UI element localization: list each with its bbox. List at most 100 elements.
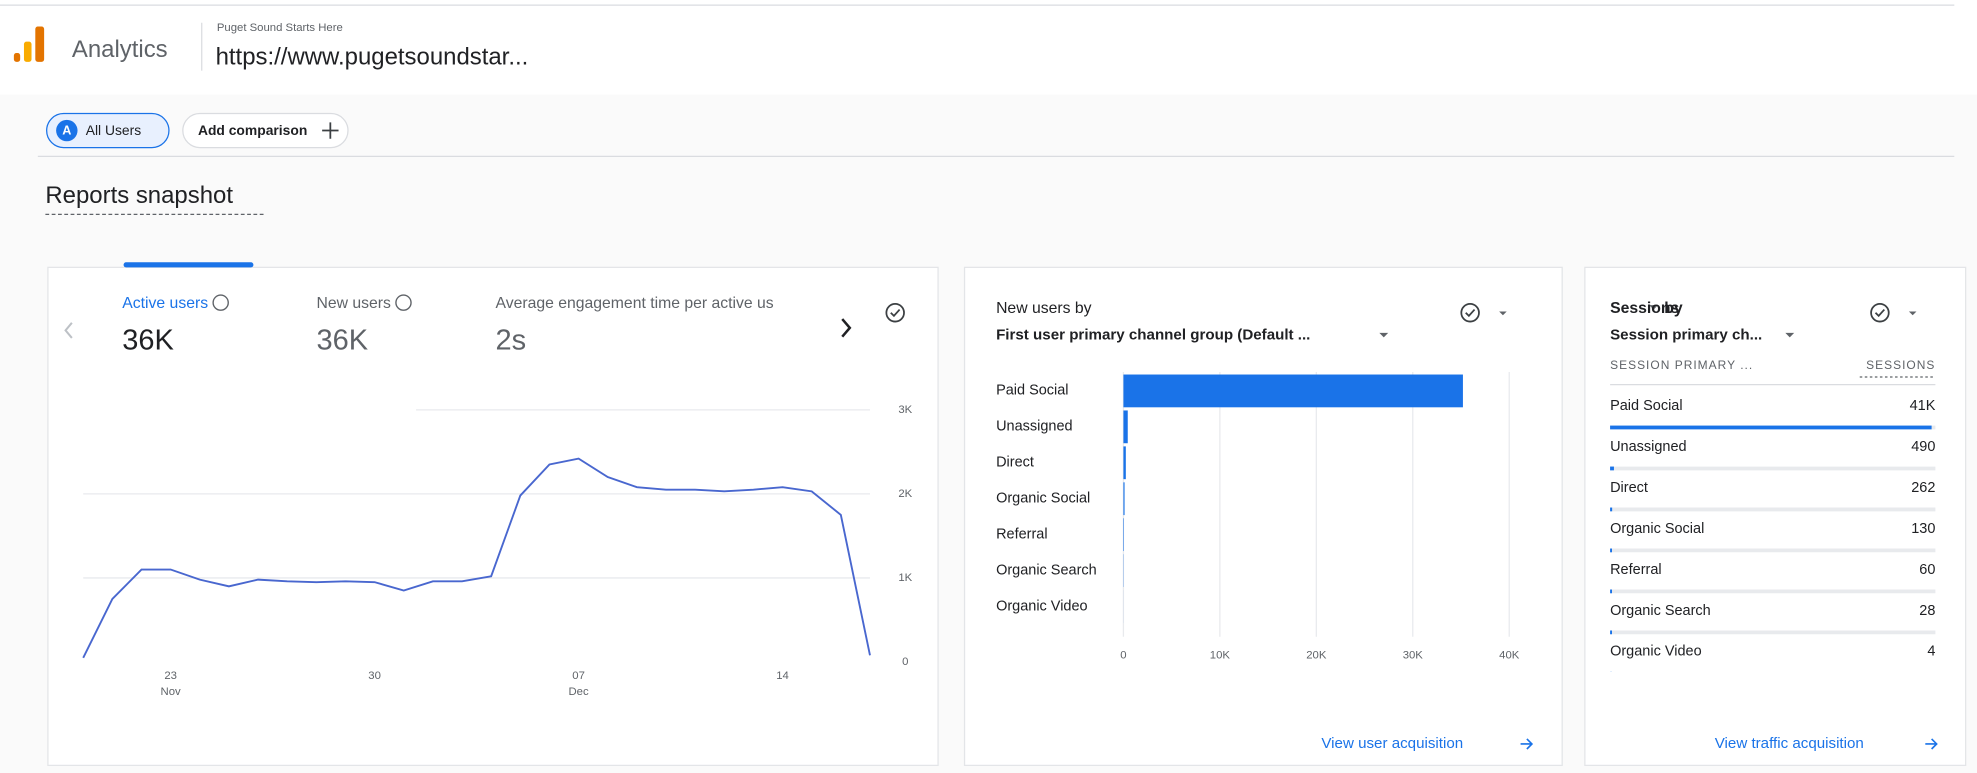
row-value: 490 [1911, 439, 1935, 455]
help-icon[interactable] [212, 294, 229, 311]
dropdown-caret[interactable] [1499, 311, 1507, 316]
property-url[interactable]: https://www.pugetsoundstar... [216, 43, 529, 70]
row-value: 262 [1911, 480, 1935, 496]
row-label: Organic Search [1610, 603, 1711, 619]
link-arrow[interactable] [1925, 738, 1938, 750]
y-tick-label: Unassigned [996, 419, 1073, 435]
logo [13, 26, 45, 62]
bar[interactable] [1123, 482, 1125, 516]
bar[interactable] [1123, 410, 1128, 444]
link[interactable]: View traffic acquisition [1715, 735, 1864, 752]
row-label: Organic Video [1610, 644, 1702, 660]
x-tick-label: 10K [1210, 650, 1231, 662]
row-value: 41K [1910, 398, 1936, 414]
add-comparison-label[interactable]: Add comparison [198, 122, 307, 138]
row-label: Paid Social [1610, 398, 1682, 414]
y-tick-label: 3K [898, 404, 912, 416]
check-circle[interactable] [1870, 303, 1890, 323]
metric-label[interactable]: Active users [122, 295, 208, 312]
row-value: 28 [1919, 603, 1935, 619]
row-value: 4 [1927, 644, 1935, 660]
segment-chip[interactable]: A All Users [46, 112, 170, 149]
add-comparison[interactable]: Add comparison [182, 112, 349, 149]
prev-arrow[interactable] [64, 322, 73, 339]
link[interactable]: View user acquisition [1321, 735, 1463, 752]
row-bar [1610, 425, 1932, 430]
y-tick-label: Referral [996, 526, 1048, 542]
x-tick-label: 20K [1306, 650, 1327, 662]
status-icon[interactable] [885, 303, 905, 323]
y-tick-label: Paid Social [996, 383, 1068, 399]
row-label: Unassigned [1610, 439, 1687, 455]
metric-value: 36K [316, 324, 368, 356]
row-value: 130 [1911, 521, 1935, 537]
row-bar [1610, 630, 1612, 635]
status-icon[interactable] [1460, 303, 1507, 323]
row-bar [1610, 548, 1612, 553]
card-title: New users by [996, 300, 1092, 317]
dropdown-caret[interactable] [1908, 311, 1917, 316]
segment-badge-circle [56, 119, 78, 142]
property-name[interactable]: Puget Sound Starts Here [217, 22, 343, 34]
logo-bar [13, 53, 21, 62]
app-name: Analytics [72, 36, 168, 63]
logo-bar [35, 26, 45, 62]
x-tick-label: 30 [368, 670, 381, 682]
column-header: SESSION PRIMARY ... [1610, 358, 1753, 372]
bar[interactable] [1123, 446, 1126, 480]
x-tick-label: 23 Nov [161, 670, 181, 698]
chip-outline[interactable] [182, 112, 349, 149]
card-title[interactable]: Sessions [1610, 300, 1679, 317]
chip-outline[interactable] [46, 112, 170, 149]
y-tick-label: Organic Search [996, 562, 1097, 578]
logo-bar [23, 41, 32, 62]
card-title-joiner: by [1664, 300, 1683, 317]
x-tick-label: 40K [1499, 650, 1520, 662]
y-tick-label: 0 [902, 656, 908, 668]
bar[interactable] [1123, 518, 1124, 552]
check-mark[interactable] [890, 308, 901, 318]
dropdown-caret[interactable] [1379, 332, 1389, 338]
x-tick-label: 07 Dec [569, 670, 589, 698]
y-tick-label: Organic Video [996, 598, 1088, 614]
row-bar [1610, 507, 1613, 512]
plus-icon[interactable] [322, 122, 339, 139]
dropdown-caret[interactable] [1649, 305, 1659, 310]
column-header[interactable]: SESSIONS [1866, 358, 1935, 372]
check-mark[interactable] [1874, 308, 1885, 318]
selected-tab-indicator [123, 262, 254, 268]
card-subtitle[interactable]: First user primary channel group (Defaul… [996, 326, 1310, 343]
card [1584, 266, 1967, 767]
card [47, 266, 939, 767]
metric-value: 2s [496, 324, 527, 356]
card-subtitle[interactable]: Session primary ch... [1610, 326, 1762, 343]
row-label: Organic Social [1610, 521, 1704, 537]
metric-label[interactable]: Average engagement time per active us [496, 295, 774, 312]
segment-label[interactable]: All Users [86, 122, 142, 138]
check-circle[interactable] [1460, 303, 1480, 323]
link-arrow[interactable] [1520, 738, 1534, 750]
y-tick-label: 2K [898, 488, 912, 500]
segment-badge: A [62, 124, 71, 138]
metric-value: 36K [122, 324, 174, 356]
row-bar [1610, 466, 1614, 471]
y-tick-label: Organic Social [996, 491, 1090, 507]
status-icon[interactable] [1870, 303, 1917, 323]
help-icon[interactable] [395, 294, 412, 311]
x-tick-label: 30K [1403, 650, 1424, 662]
dropdown-caret[interactable] [1785, 332, 1795, 338]
row-bar [1610, 589, 1612, 594]
row-label: Referral [1610, 562, 1662, 578]
check-circle[interactable] [885, 303, 905, 323]
row-label: Direct [1610, 480, 1648, 496]
bar[interactable] [1123, 374, 1463, 408]
metric-label[interactable]: New users [316, 295, 391, 312]
next-arrow[interactable] [841, 318, 852, 338]
y-tick-label: Direct [996, 455, 1034, 471]
row-value: 60 [1919, 562, 1935, 578]
y-tick-label: 1K [898, 572, 912, 584]
check-mark[interactable] [1465, 308, 1476, 318]
section-title: Reports snapshot [45, 182, 233, 209]
